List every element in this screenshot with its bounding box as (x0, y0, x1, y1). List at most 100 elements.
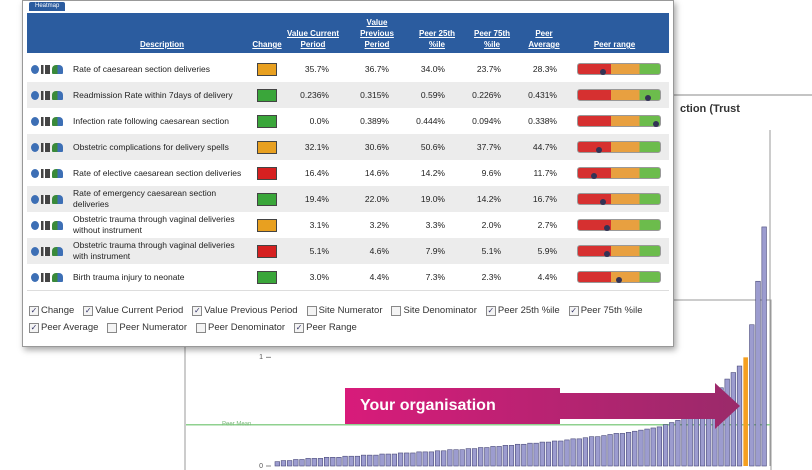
info-icon[interactable] (31, 194, 39, 204)
chart-icon[interactable] (41, 246, 50, 256)
table-row: Readmission Rate within 7days of deliver… (27, 82, 669, 109)
bar (373, 454, 379, 467)
value-cell: 19.0% (420, 194, 445, 204)
value-cell: 3.0% (309, 272, 329, 282)
checkbox[interactable]: ✓ (485, 305, 496, 316)
bar (718, 387, 724, 467)
option[interactable]: Site Numerator (306, 305, 383, 316)
option[interactable]: ✓ Change (29, 305, 74, 316)
people-icon[interactable] (52, 116, 63, 126)
heatmap-panel: Heatmap Description Change Value Current P… (22, 0, 674, 347)
row-icons (31, 134, 71, 160)
row-icons (31, 160, 71, 186)
people-icon[interactable] (52, 64, 63, 74)
bar (588, 436, 595, 467)
chart-icon[interactable] (41, 220, 50, 230)
bar (564, 439, 570, 467)
change-icon (257, 140, 277, 154)
row-icons (31, 108, 71, 134)
value-cell: 0.389% (360, 116, 389, 126)
bar (558, 440, 564, 467)
chart-icon[interactable] (41, 90, 50, 100)
info-icon[interactable] (31, 90, 39, 100)
value-cell: 36.7% (364, 64, 389, 74)
chart-icon[interactable] (41, 142, 50, 152)
info-icon[interactable] (31, 272, 39, 282)
description: Birth trauma injury to neonate (73, 271, 185, 282)
checkbox[interactable]: ✓ (294, 322, 305, 333)
option[interactable]: ✓ Peer Average (29, 322, 98, 333)
peer-range-bar (577, 167, 661, 179)
bar (736, 365, 743, 467)
people-icon[interactable] (52, 220, 63, 230)
info-icon[interactable] (31, 246, 39, 256)
people-icon[interactable] (52, 168, 63, 178)
bar (311, 458, 317, 467)
option[interactable]: ✓ Value Previous Period (192, 305, 298, 316)
people-icon[interactable] (52, 90, 63, 100)
description: Obstetric trauma through vaginal deliver… (73, 214, 235, 235)
checkbox[interactable] (306, 305, 317, 316)
table-row: Obstetric trauma through vaginal deliver… (27, 212, 669, 239)
bar (490, 446, 496, 467)
table-row: Birth trauma injury to neonate 3.0% 4.4% 7.… (27, 264, 669, 291)
option[interactable]: ✓ Value Current Period (83, 305, 183, 316)
checkbox[interactable]: ✓ (192, 305, 203, 316)
option[interactable]: ✓ Peer 75th %ile (568, 305, 642, 316)
option[interactable]: Peer Denominator (196, 322, 285, 333)
option[interactable]: Peer Numerator (107, 322, 187, 333)
people-icon[interactable] (52, 142, 63, 152)
checkbox[interactable]: ✓ (29, 305, 39, 316)
bar (391, 453, 398, 467)
info-icon[interactable] (31, 168, 39, 178)
chart-icon[interactable] (41, 194, 50, 204)
people-icon[interactable] (52, 272, 63, 282)
checkbox[interactable] (391, 305, 402, 316)
change-icon (257, 270, 277, 284)
peer-mean-label: Peer Mean (222, 421, 251, 427)
peer-range-bar (577, 219, 661, 231)
bar (582, 437, 589, 467)
row-icons (31, 56, 71, 82)
checkbox[interactable]: ✓ (83, 305, 94, 316)
tab[interactable]: Heatmap (29, 2, 66, 11)
checkbox[interactable] (107, 322, 118, 333)
chart-icon[interactable] (41, 116, 50, 126)
bar (465, 448, 471, 467)
value-cell: 0.59% (420, 90, 445, 100)
option[interactable]: Site Denominator (391, 305, 477, 316)
peer-range-cell (577, 160, 663, 186)
option-label: Site Numerator (318, 305, 383, 316)
bar (299, 459, 305, 467)
value-cell: 19.4% (304, 194, 329, 204)
checkbox[interactable]: ✓ (568, 305, 579, 316)
chart-icon[interactable] (41, 168, 50, 178)
row-icons (31, 212, 71, 238)
info-icon[interactable] (31, 220, 39, 230)
column-header: Peer range (593, 40, 636, 49)
change-icon (257, 244, 277, 258)
change-icon (257, 114, 277, 128)
chart-icon[interactable] (41, 64, 50, 74)
table-row: Obstetric trauma through vaginal deliver… (27, 238, 669, 265)
people-icon[interactable] (52, 194, 63, 204)
info-icon[interactable] (31, 142, 39, 152)
people-icon[interactable] (52, 246, 63, 256)
value-cell: 32.1% (304, 142, 329, 152)
option[interactable]: ✓ Peer Range (294, 322, 357, 333)
peer-range-bar (577, 89, 661, 101)
column-header: Value Current Period (286, 29, 339, 49)
option[interactable]: ✓ Peer 25th %ile (485, 305, 560, 316)
chart-icon[interactable] (41, 272, 50, 282)
option-label: Site Denominator (403, 305, 477, 316)
info-icon[interactable] (31, 116, 39, 126)
change-cell (255, 134, 279, 160)
info-icon[interactable] (31, 64, 39, 74)
checkbox[interactable] (196, 322, 206, 333)
peer-range-marker (603, 251, 610, 257)
chart-title: ction (Trust (680, 103, 740, 115)
value-cell: 4.6% (369, 246, 389, 256)
checkbox[interactable]: ✓ (29, 322, 39, 333)
peer-range-marker (652, 121, 659, 127)
bar (342, 455, 348, 467)
